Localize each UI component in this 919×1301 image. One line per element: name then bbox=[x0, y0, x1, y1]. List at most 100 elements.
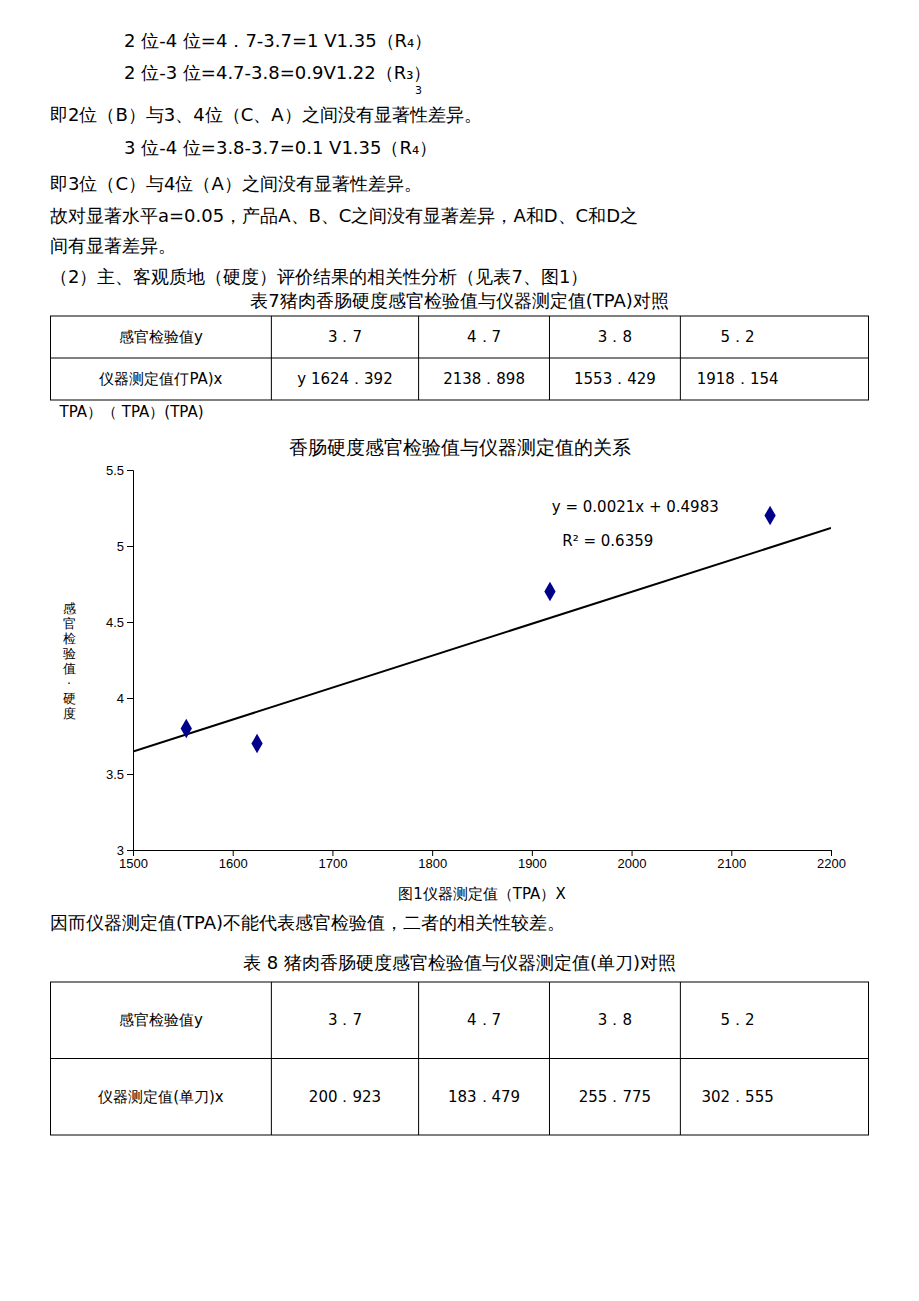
scatter-point bbox=[251, 734, 262, 754]
x-tick: 2000 bbox=[618, 850, 647, 871]
x-tick: 1900 bbox=[518, 850, 547, 871]
scatter-point bbox=[544, 582, 555, 602]
table-cell: 4．7 bbox=[467, 1011, 501, 1029]
x-tick-label: 2200 bbox=[817, 856, 846, 871]
canvas: 2 位-4 位=4．7-3.7=1 V1.35（R₄） 2 位-3 位=4.7-3… bbox=[0, 0, 919, 1301]
y-tick: 3.5 bbox=[106, 767, 133, 782]
table-rule bbox=[549, 982, 550, 1135]
x-tick-mark bbox=[731, 850, 732, 856]
y-axis-title-char: 检 bbox=[63, 630, 76, 645]
y-tick: 4 bbox=[117, 691, 133, 706]
x-tick-label: 1600 bbox=[219, 856, 248, 871]
scatter-point bbox=[181, 719, 192, 739]
table-rule bbox=[418, 982, 419, 1135]
text-line: 因而仪器测定值(TPA)不能代表感官检验值，二者的相关性较差。 bbox=[50, 912, 565, 933]
y-tick-label: 4.5 bbox=[106, 615, 124, 630]
y-axis-line bbox=[127, 471, 134, 851]
chart-title: 香肠硬度感官检验值与仪器测定值的关系 bbox=[289, 436, 631, 458]
text-line: （2）主、客观质地（硬度）评价结果的相关性分析（见表7、图1） bbox=[50, 266, 588, 287]
table-note: TPA）（ TPA）(TPA) bbox=[59, 403, 204, 421]
chart: 香肠硬度感官检验值与仪器测定值的关系 1500 1600 1700 1800 1900 20… bbox=[63, 436, 846, 903]
y-tick-mark bbox=[127, 850, 133, 851]
y-axis-title: 感官检验值·硬度 bbox=[63, 600, 76, 720]
table-cell: y 1624．392 bbox=[297, 370, 392, 388]
y-tick-mark bbox=[127, 774, 133, 775]
x-tick: 2200 bbox=[817, 850, 846, 871]
y-tick-label: 5.5 bbox=[106, 463, 124, 478]
y-axis-title-char: 度 bbox=[63, 705, 76, 720]
table-cell: 仪器测定值仃PA)x bbox=[99, 370, 222, 388]
y-tick-label: 3 bbox=[117, 843, 124, 858]
table-rule bbox=[51, 358, 869, 359]
x-tick-mark bbox=[831, 850, 832, 856]
x-tick: 1800 bbox=[418, 850, 447, 871]
text-line: 即2位（B）与3、4位（C、A）之间没有显著性差异。 bbox=[50, 104, 482, 125]
plot-area bbox=[133, 506, 831, 754]
scatter-point bbox=[764, 506, 775, 526]
table-rule bbox=[549, 316, 550, 400]
text-line: 3 位-4 位=3.8-3.7=0.1 V1.35（R₄） bbox=[124, 137, 437, 158]
y-tick-mark bbox=[127, 546, 133, 547]
x-axis-title: 图1仪器测定值（TPA）X bbox=[398, 885, 565, 903]
text-block: 2 位-4 位=4．7-3.7=1 V1.35（R₄） 2 位-3 位=4.7-3… bbox=[50, 30, 638, 933]
table-cell: 302．555 bbox=[701, 1088, 773, 1106]
annotation: R² = 0.6359 bbox=[562, 532, 653, 550]
y-tick-mark bbox=[127, 470, 133, 471]
y-axis-title-char: 验 bbox=[63, 645, 76, 660]
x-tick-mark bbox=[632, 850, 633, 856]
table-rule bbox=[271, 982, 272, 1135]
text-line: 故对显著水平a=0.05，产品A、B、C之间没有显著差异，A和D、C和D之 bbox=[50, 205, 638, 226]
y-tick-mark bbox=[127, 622, 133, 623]
x-tick-label: 1500 bbox=[119, 856, 148, 871]
table-border bbox=[51, 982, 869, 1135]
y-tick: 3 bbox=[117, 843, 133, 858]
table-cell: 3．8 bbox=[598, 328, 632, 346]
x-tick-label: 1900 bbox=[518, 856, 547, 871]
y-tick-label: 5 bbox=[117, 539, 124, 554]
y-axis-title-char: · bbox=[67, 675, 71, 690]
background bbox=[0, 0, 919, 1301]
table-cell: 183．479 bbox=[448, 1088, 520, 1106]
x-axis: 1500 1600 1700 1800 1900 2000 2100 2200 bbox=[119, 850, 846, 871]
x-tick-mark bbox=[532, 850, 533, 856]
x-axis-line bbox=[134, 851, 832, 857]
y-tick: 5.5 bbox=[106, 463, 133, 478]
x-tick-mark bbox=[432, 850, 433, 856]
table-rule bbox=[51, 1058, 869, 1059]
y-tick-mark bbox=[127, 698, 133, 699]
x-tick-label: 2100 bbox=[717, 856, 746, 871]
table-cell: 5．2 bbox=[721, 328, 755, 346]
table-cell: 感官检验值y bbox=[119, 328, 203, 346]
y-tick: 4.5 bbox=[106, 615, 133, 630]
table-title: 表7猪肉香肠硬度感官检验值与仪器测定值(TPA)对照 bbox=[250, 290, 669, 311]
text-line: 2 位-3 位=4.7-3.8=0.9V1.22（R₃） bbox=[124, 62, 432, 83]
table-cell: 255．775 bbox=[579, 1088, 651, 1106]
x-tick: 2100 bbox=[717, 850, 746, 871]
text-line: 间有显著差异。 bbox=[50, 235, 176, 256]
text-line: 2 位-4 位=4．7-3.7=1 V1.35（R₄） bbox=[124, 30, 432, 51]
table-rule bbox=[680, 316, 681, 400]
x-tick-label: 2000 bbox=[618, 856, 647, 871]
y-axis-title-char: 官 bbox=[63, 615, 76, 630]
y-tick-label: 3.5 bbox=[106, 767, 124, 782]
y-tick: 5 bbox=[117, 539, 133, 554]
table-cell: 1553．429 bbox=[574, 370, 656, 388]
table-cell: 3．7 bbox=[328, 1011, 362, 1029]
table-cell: 感官检验值y bbox=[119, 1011, 203, 1029]
y-axis-title-char: 感 bbox=[63, 600, 76, 615]
text-line: 即3位（C）与4位（A）之间没有显著性差异。 bbox=[50, 173, 422, 194]
annotation: y = 0.0021x + 0.4983 bbox=[552, 498, 719, 516]
table-rule bbox=[418, 316, 419, 400]
x-tick-label: 1700 bbox=[318, 856, 347, 871]
table-rule bbox=[271, 316, 272, 400]
x-tick: 1600 bbox=[219, 850, 248, 871]
table-rule bbox=[680, 982, 681, 1135]
table-cell: 5．2 bbox=[721, 1011, 755, 1029]
y-tick-label: 4 bbox=[117, 691, 124, 706]
x-tick-mark bbox=[233, 850, 234, 856]
y-axis-title-char: 值 bbox=[63, 660, 76, 675]
x-tick-mark bbox=[332, 850, 333, 856]
table: 表 8 猪肉香肠硬度感官检验值与仪器测定值(单刀)对照感官检验值y 3．7 4．7 3… bbox=[51, 952, 869, 1135]
table-title: 表 8 猪肉香肠硬度感官检验值与仪器测定值(单刀)对照 bbox=[243, 952, 676, 973]
table-cell: 3．7 bbox=[328, 328, 362, 346]
